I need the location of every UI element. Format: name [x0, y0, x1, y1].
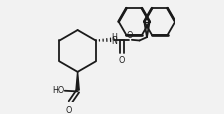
Text: H: H	[111, 33, 117, 42]
Text: HO: HO	[52, 86, 64, 95]
Text: N: N	[111, 37, 117, 46]
Text: O: O	[119, 56, 125, 65]
Polygon shape	[76, 72, 79, 90]
Text: O: O	[66, 105, 72, 114]
Text: O: O	[127, 31, 133, 40]
